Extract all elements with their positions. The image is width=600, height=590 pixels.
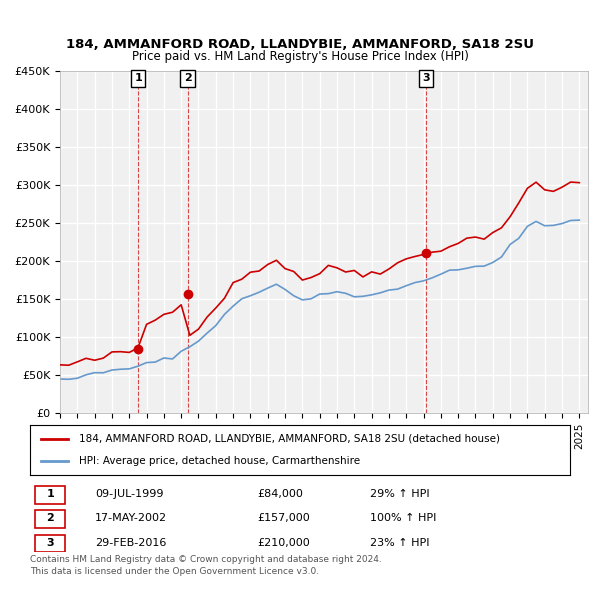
Text: 3: 3 [422,73,430,83]
Text: 1: 1 [46,489,54,499]
Text: 09-JUL-1999: 09-JUL-1999 [95,489,163,499]
Text: £157,000: £157,000 [257,513,310,523]
Text: This data is licensed under the Open Government Licence v3.0.: This data is licensed under the Open Gov… [30,566,319,576]
Text: 184, AMMANFORD ROAD, LLANDYBIE, AMMANFORD, SA18 2SU (detached house): 184, AMMANFORD ROAD, LLANDYBIE, AMMANFOR… [79,434,500,444]
Text: 29-FEB-2016: 29-FEB-2016 [95,538,166,548]
Text: 23% ↑ HPI: 23% ↑ HPI [370,538,430,548]
Text: 29% ↑ HPI: 29% ↑ HPI [370,489,430,499]
Text: 2: 2 [46,513,54,523]
Text: Price paid vs. HM Land Registry's House Price Index (HPI): Price paid vs. HM Land Registry's House … [131,50,469,63]
Text: 3: 3 [46,538,54,548]
Text: 2: 2 [184,73,191,83]
Text: £84,000: £84,000 [257,489,302,499]
Text: 100% ↑ HPI: 100% ↑ HPI [370,513,437,523]
FancyBboxPatch shape [35,535,65,552]
Text: Contains HM Land Registry data © Crown copyright and database right 2024.: Contains HM Land Registry data © Crown c… [30,555,382,564]
FancyBboxPatch shape [35,486,65,504]
Text: 1: 1 [134,73,142,83]
Text: £210,000: £210,000 [257,538,310,548]
FancyBboxPatch shape [35,510,65,528]
Text: 184, AMMANFORD ROAD, LLANDYBIE, AMMANFORD, SA18 2SU: 184, AMMANFORD ROAD, LLANDYBIE, AMMANFOR… [66,38,534,51]
Text: HPI: Average price, detached house, Carmarthenshire: HPI: Average price, detached house, Carm… [79,456,360,466]
Text: 17-MAY-2002: 17-MAY-2002 [95,513,167,523]
